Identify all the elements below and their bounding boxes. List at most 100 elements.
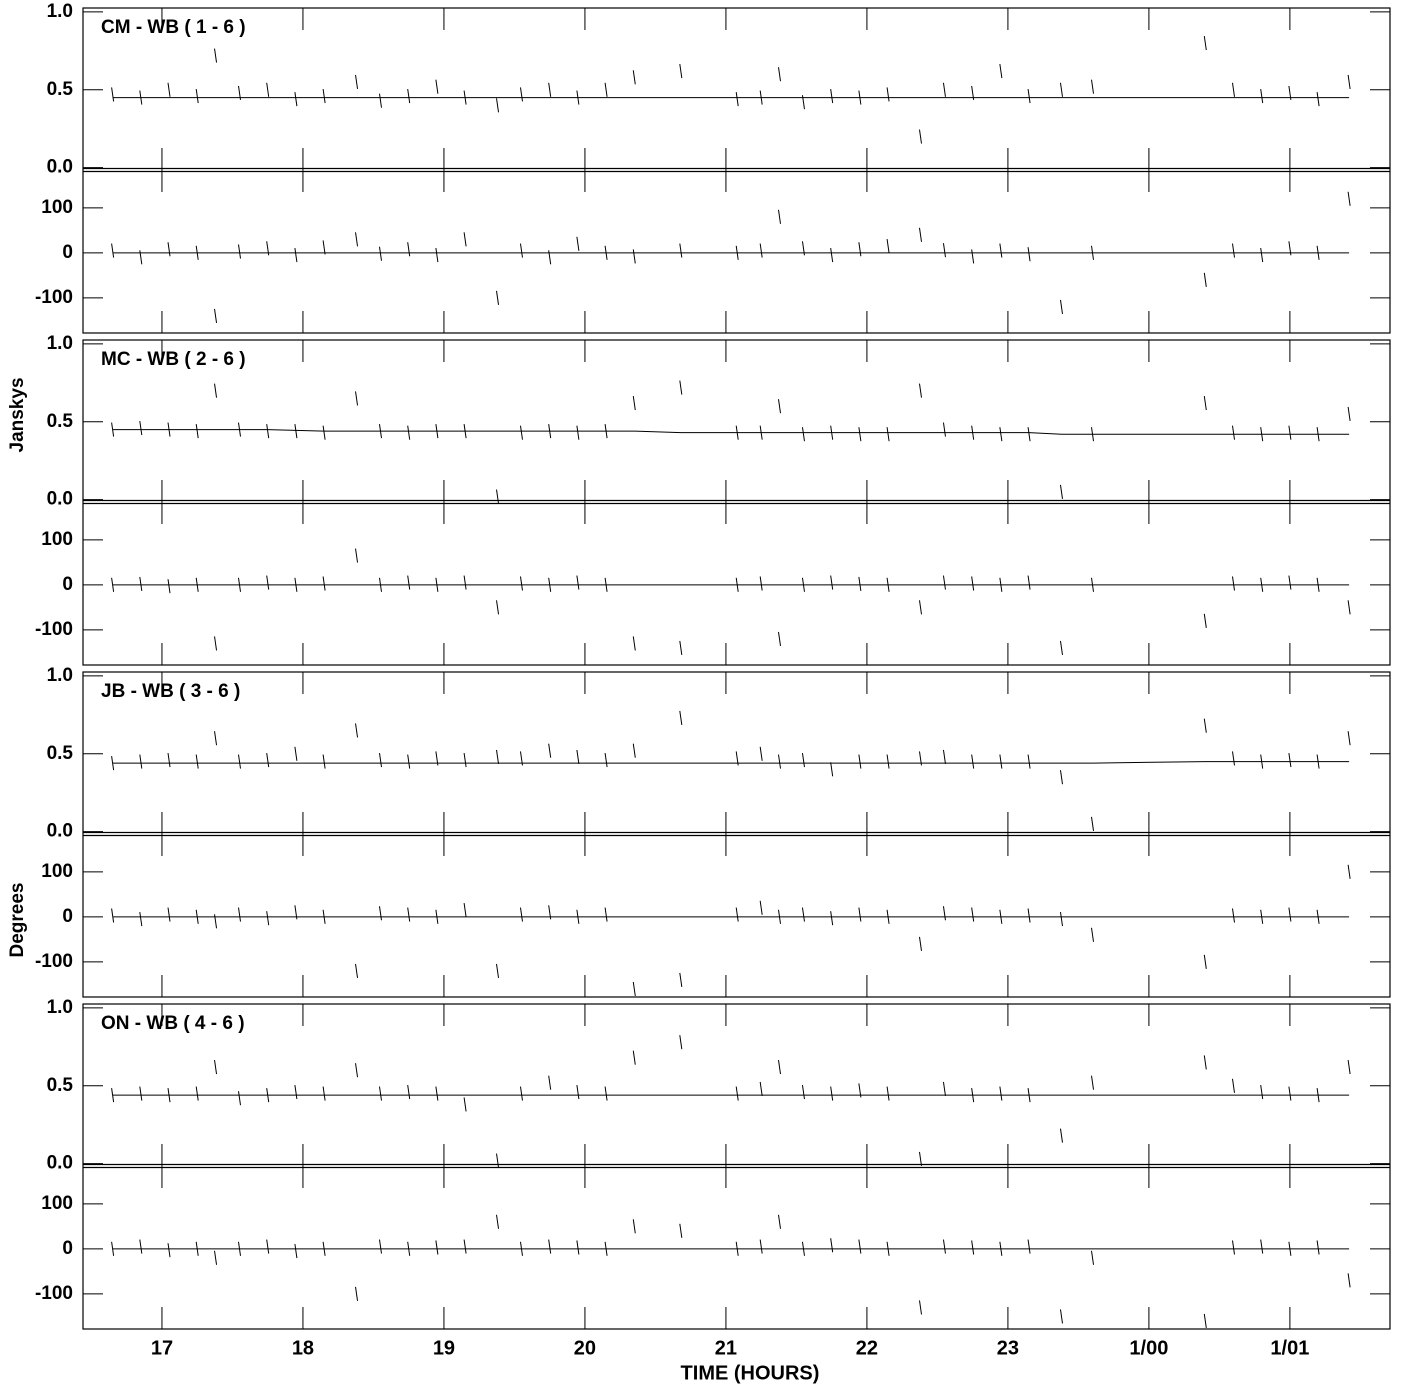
- data-point: [801, 907, 805, 922]
- data-point: [971, 576, 975, 591]
- data-point: [919, 227, 922, 242]
- data-point: [195, 1241, 199, 1256]
- data-point: [858, 1083, 862, 1098]
- data-point: [971, 754, 975, 769]
- data-point: [942, 82, 946, 97]
- data-point: [679, 640, 683, 655]
- data-point: [195, 754, 199, 769]
- data-point: [238, 85, 241, 100]
- data-point: [1091, 1250, 1095, 1265]
- data-point: [576, 1240, 580, 1255]
- data-point: [1203, 1055, 1207, 1070]
- plot-frame: [82, 671, 1391, 998]
- data-point: [238, 422, 241, 437]
- data-point: [1288, 575, 1292, 590]
- data-point: [919, 1300, 922, 1315]
- data-point: [214, 308, 218, 323]
- data-point: [139, 912, 143, 927]
- data-point: [238, 244, 241, 259]
- panel-title: CM - WB ( 1 - 6 ): [101, 17, 246, 38]
- data-point: [759, 900, 763, 915]
- y-axis-label: Janskys: [7, 377, 28, 452]
- data-point: [632, 981, 636, 996]
- data-point: [1027, 1239, 1031, 1254]
- data-point: [801, 427, 805, 442]
- data-point: [576, 909, 580, 924]
- data-point: [759, 576, 763, 591]
- data-point: [519, 1241, 523, 1256]
- data-point: [407, 1241, 411, 1256]
- data-point: [355, 74, 359, 90]
- data-point: [111, 243, 115, 258]
- data-point: [759, 1081, 763, 1096]
- data-point: [1316, 909, 1320, 924]
- data-point: [919, 600, 922, 615]
- data-point: [1232, 82, 1235, 97]
- data-point: [1203, 396, 1207, 411]
- data-point: [195, 424, 199, 439]
- data-point: [167, 907, 171, 922]
- data-point: [548, 577, 552, 592]
- data-point: [999, 64, 1003, 79]
- data-point: [778, 631, 781, 646]
- y-tick-label: 0.5: [47, 411, 74, 432]
- data-point: [378, 246, 382, 261]
- data-point: [167, 242, 171, 257]
- data-point: [1260, 1239, 1264, 1254]
- data-point: [322, 576, 326, 591]
- data-point: [1316, 577, 1320, 592]
- y-tick-label: 1.0: [47, 997, 73, 1018]
- data-point: [1203, 1313, 1207, 1328]
- data-point: [1316, 1088, 1320, 1103]
- data-point: [632, 636, 636, 651]
- data-point: [1347, 406, 1351, 422]
- data-point: [576, 90, 580, 105]
- panel-title: ON - WB ( 4 - 6 ): [101, 1013, 245, 1034]
- data-point: [999, 243, 1003, 258]
- data-point: [355, 232, 359, 247]
- x-tick-label: 20: [574, 1337, 596, 1359]
- data-point: [355, 963, 359, 978]
- data-point: [1316, 92, 1320, 107]
- data-point: [886, 909, 890, 924]
- data-point: [632, 396, 636, 411]
- data-point: [435, 424, 439, 439]
- data-point: [214, 48, 218, 63]
- data-point: [463, 90, 467, 105]
- data-point: [801, 1241, 805, 1256]
- data-point: [548, 1075, 552, 1090]
- data-point: [735, 92, 739, 107]
- y-tick-label: 0.5: [47, 79, 74, 100]
- x-axis-label: TIME (HOURS): [681, 1362, 820, 1384]
- data-point: [1059, 640, 1063, 655]
- data-point: [214, 636, 218, 651]
- data-point: [1232, 243, 1235, 258]
- data-point: [407, 907, 411, 922]
- data-point: [971, 85, 975, 100]
- y-tick-label: 100: [41, 197, 73, 218]
- y-tick-label: 1.0: [47, 665, 73, 686]
- plot-frame: [82, 1003, 1391, 1330]
- data-point: [604, 82, 608, 97]
- data-point: [322, 88, 326, 104]
- data-point: [407, 1084, 411, 1100]
- data-point: [266, 575, 270, 590]
- data-point: [519, 425, 523, 440]
- data-point: [463, 752, 467, 768]
- data-point: [1347, 74, 1351, 90]
- data-point: [1232, 908, 1235, 923]
- data-point: [886, 1086, 890, 1101]
- data-point: [632, 1219, 636, 1234]
- data-point: [266, 424, 270, 439]
- data-point: [111, 1241, 115, 1256]
- data-point: [735, 1241, 739, 1256]
- data-point: [139, 420, 143, 436]
- data-point: [294, 92, 298, 107]
- data-point: [1232, 1078, 1235, 1093]
- data-point: [858, 576, 862, 592]
- data-point: [1091, 927, 1095, 942]
- x-tick-label: 23: [997, 1337, 1019, 1359]
- data-point: [294, 577, 298, 592]
- data-point: [111, 1088, 115, 1103]
- data-point: [266, 1088, 270, 1103]
